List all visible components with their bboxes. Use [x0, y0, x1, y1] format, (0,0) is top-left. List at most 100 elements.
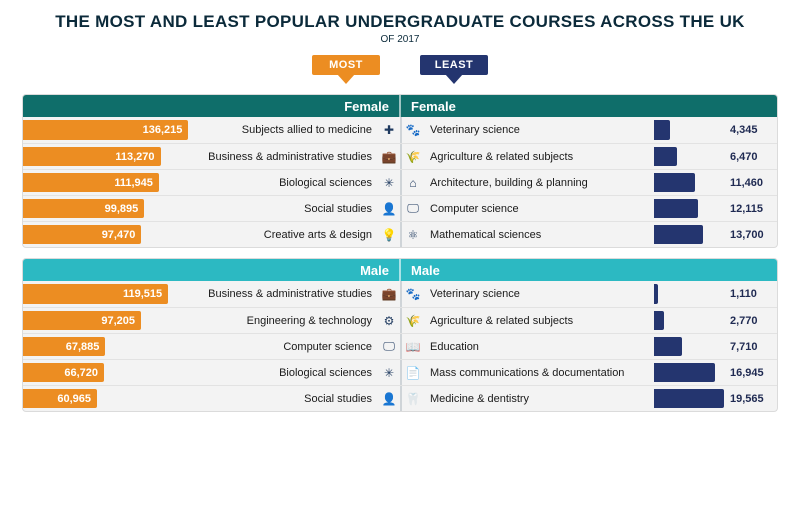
most-label-cell: Subjects allied to medicine [193, 117, 378, 143]
most-label-cell: Business & administrative studies [193, 144, 378, 169]
most-label-cell: Creative arts & design [193, 222, 378, 247]
least-label: Agriculture & related subjects [430, 151, 573, 163]
panel-header-left: Male [23, 259, 399, 281]
least-bar [654, 363, 715, 382]
rows: 119,515 Business & administrative studies… [23, 281, 777, 411]
most-bar-cell: 119,515 [23, 281, 193, 307]
least-label: Veterinary science [430, 288, 520, 300]
least-bar-cell [654, 144, 726, 169]
most-icon: 💼 [378, 281, 400, 307]
most-bar-cell: 97,470 [23, 222, 193, 247]
panel-header-right: Male [399, 259, 777, 281]
least-value: 19,565 [726, 386, 772, 411]
most-label-cell: Social studies [193, 196, 378, 221]
data-row: 66,720Biological sciences✳📄Mass communic… [23, 359, 777, 385]
least-label: Education [430, 341, 479, 353]
least-label: Agriculture & related subjects [430, 315, 573, 327]
least-label: Mass communications & documentation [430, 367, 624, 379]
most-icon: ⚙ [378, 308, 400, 333]
least-value: 12,115 [726, 196, 772, 221]
least-bar-cell [654, 117, 726, 143]
least-label-cell: Medicine & dentistry [424, 386, 654, 411]
most-label-cell: Engineering & technology [193, 308, 378, 333]
most-bar-cell: 111,945 [23, 170, 193, 195]
least-icon: 🦷 [402, 386, 424, 411]
legend-most-box: MOST [312, 55, 380, 75]
least-bar [654, 311, 664, 330]
most-bar: 136,215 [23, 120, 188, 140]
least-label-cell: Veterinary science [424, 117, 654, 143]
least-icon: 📖 [402, 334, 424, 359]
least-label-cell: Computer science [424, 196, 654, 221]
least-bar [654, 225, 703, 244]
least-value: 13,700 [726, 222, 772, 247]
most-bar: 66,720 [23, 363, 104, 382]
least-bar [654, 337, 682, 356]
legend-least-box: LEAST [420, 55, 488, 75]
least-bar-cell [654, 360, 726, 385]
subtitle: OF 2017 [0, 34, 800, 45]
least-icon: 🐾 [402, 117, 424, 143]
most-bar: 97,205 [23, 311, 141, 330]
most-label-cell: Biological sciences [193, 360, 378, 385]
panel-male: MaleMale 119,515 Business & administrative… [22, 258, 778, 412]
least-value: 1,110 [726, 281, 772, 307]
least-value: 7,710 [726, 334, 772, 359]
least-bar [654, 199, 698, 218]
least-label-cell: Agriculture & related subjects [424, 144, 654, 169]
least-icon: 🖵 [402, 196, 424, 221]
data-row: 113,270Business & administrative studies… [23, 143, 777, 169]
most-label-cell: Business & administrative studies [193, 281, 378, 307]
least-value: 2,770 [726, 308, 772, 333]
most-label-cell: Computer science [193, 334, 378, 359]
most-label: Biological sciences [279, 177, 372, 189]
least-bar-cell [654, 281, 726, 307]
legend-least: LEAST [414, 55, 494, 84]
least-bar [654, 173, 695, 192]
legend-least-arrow-icon [445, 74, 463, 84]
data-row: 60,965Social studies👤🦷Medicine & dentist… [23, 385, 777, 411]
most-label: Social studies [304, 203, 372, 215]
most-icon: ✳ [378, 360, 400, 385]
most-bar: 67,885 [23, 337, 105, 356]
data-row: 67,885 Computer science 🖵📖 Education 7,710 [23, 333, 777, 359]
most-bar: 99,895 [23, 199, 144, 218]
least-icon: ⚛ [402, 222, 424, 247]
least-bar [654, 120, 670, 140]
most-label: Subjects allied to medicine [242, 124, 372, 136]
most-label: Computer science [283, 341, 372, 353]
most-icon: ✚ [378, 117, 400, 143]
most-icon: 🖵 [378, 334, 400, 359]
least-bar [654, 147, 677, 166]
most-icon: ✳ [378, 170, 400, 195]
most-label: Business & administrative studies [208, 288, 372, 300]
data-row: 119,515 Business & administrative studies… [23, 281, 777, 307]
most-bar-cell: 113,270 [23, 144, 193, 169]
least-label-cell: Veterinary science [424, 281, 654, 307]
most-icon: 👤 [378, 196, 400, 221]
least-label-cell: Architecture, building & planning [424, 170, 654, 195]
data-row: 136,215 Subjects allied to medicine ✚🐾Vete… [23, 117, 777, 143]
least-bar-cell [654, 386, 726, 411]
least-label: Computer science [430, 203, 519, 215]
least-bar-cell [654, 334, 726, 359]
least-icon: ⌂ [402, 170, 424, 195]
least-bar-cell [654, 170, 726, 195]
most-label-cell: Social studies [193, 386, 378, 411]
least-label: Architecture, building & planning [430, 177, 588, 189]
most-bar-cell: 60,965 [23, 386, 193, 411]
least-value: 4,345 [726, 117, 772, 143]
least-bar [654, 389, 724, 408]
rows: 136,215 Subjects allied to medicine ✚🐾Vete… [23, 117, 777, 247]
least-label: Mathematical sciences [430, 229, 541, 241]
most-icon: 👤 [378, 386, 400, 411]
panels-container: FemaleFemale136,215Subjects allied to me… [0, 94, 800, 412]
most-bar-cell: 136,215 [23, 117, 193, 143]
most-bar: 119,515 [23, 284, 168, 304]
main-title: THE MOST AND LEAST POPULAR UNDERGRADUATE… [0, 12, 800, 32]
least-value: 6,470 [726, 144, 772, 169]
legend-most: MOST [306, 55, 386, 84]
least-label-cell: Agriculture & related subjects [424, 308, 654, 333]
data-row: 111,945 Biological sciences ✳⌂ Architecture… [23, 169, 777, 195]
most-label: Engineering & technology [247, 315, 372, 327]
